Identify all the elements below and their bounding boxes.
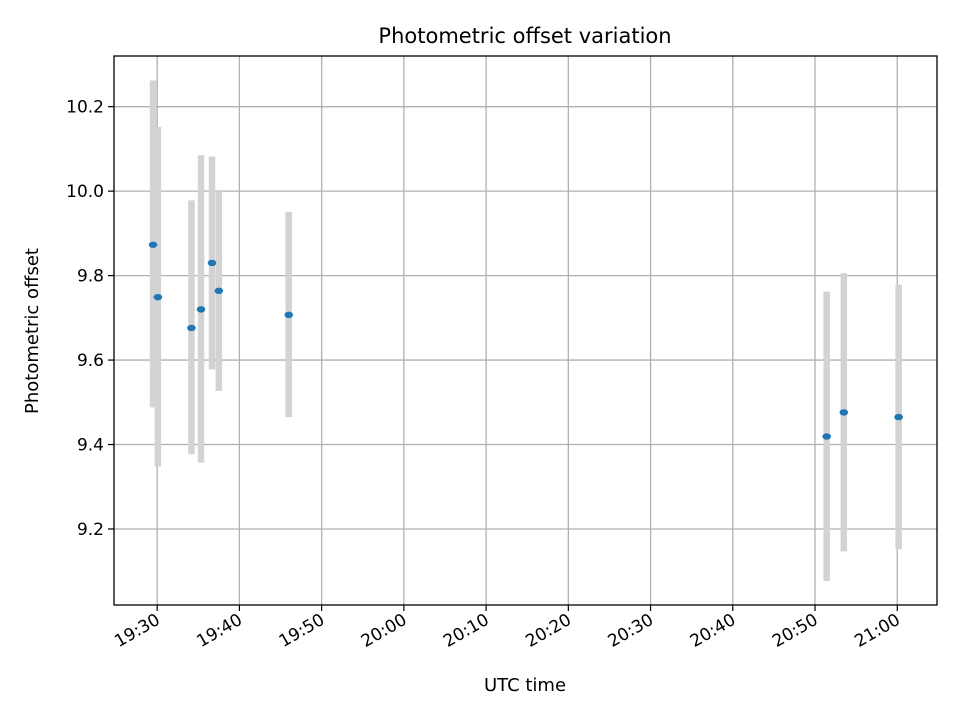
error-bars bbox=[149, 80, 902, 581]
y-axis: 9.2 9.4 9.6 9.8 10.0 10.2 bbox=[66, 98, 114, 540]
x-tick-label: 19:30 bbox=[111, 610, 163, 652]
y-tick-label: 10.0 bbox=[66, 182, 104, 202]
x-axis: 19:30 19:40 19:50 20:00 20:10 20:20 20:30 20:40… bbox=[111, 605, 904, 652]
data-point bbox=[284, 311, 294, 319]
x-tick-label: 20:00 bbox=[358, 610, 410, 652]
data-point bbox=[894, 413, 903, 421]
y-tick-label: 9.2 bbox=[77, 520, 104, 540]
plot-frame bbox=[113, 55, 938, 606]
x-tick-label: 20:30 bbox=[605, 610, 657, 652]
grid bbox=[114, 56, 937, 605]
data-points bbox=[148, 241, 903, 440]
chart-title: Photometric offset variation bbox=[378, 24, 671, 48]
y-axis-title: Photometric offset bbox=[22, 248, 43, 414]
data-point bbox=[839, 409, 849, 416]
data-point bbox=[153, 293, 163, 301]
x-tick-label: 21:00 bbox=[851, 610, 903, 652]
data-point bbox=[187, 324, 196, 332]
data-point bbox=[148, 241, 158, 248]
data-point bbox=[207, 259, 217, 267]
x-tick-label: 20:10 bbox=[440, 610, 492, 652]
y-tick-label: 9.6 bbox=[77, 351, 104, 371]
y-tick-label: 9.8 bbox=[77, 267, 104, 287]
y-tick-label: 9.4 bbox=[77, 436, 104, 456]
x-tick-label: 20:40 bbox=[687, 610, 739, 652]
data-point bbox=[214, 287, 224, 295]
x-tick-label: 19:40 bbox=[193, 610, 245, 652]
data-point bbox=[822, 433, 831, 440]
x-tick-label: 19:50 bbox=[276, 610, 328, 652]
x-axis-title: UTC time bbox=[484, 675, 566, 696]
y-tick-label: 10.2 bbox=[66, 98, 104, 118]
x-tick-label: 20:50 bbox=[769, 610, 821, 652]
data-point bbox=[196, 306, 206, 313]
x-tick-label: 20:20 bbox=[522, 610, 574, 652]
